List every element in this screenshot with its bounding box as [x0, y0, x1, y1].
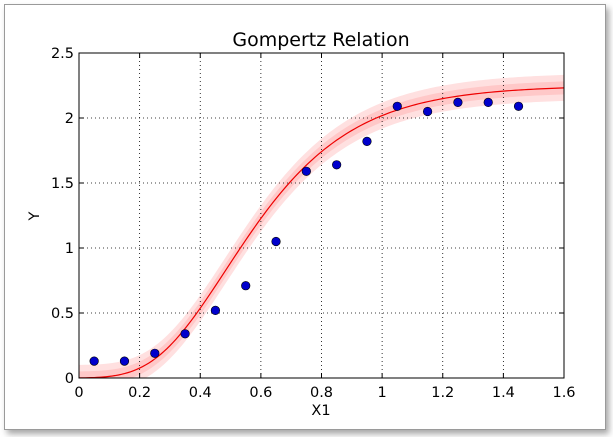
x-axis-title: X1: [311, 403, 330, 419]
x-tick-label: 0.2: [128, 385, 151, 401]
y-tick-label: 0.5: [51, 306, 74, 322]
x-tick-label: 1.4: [492, 385, 515, 401]
y-tick-label: 2.5: [51, 46, 74, 62]
y-tick-label: 1: [65, 241, 74, 257]
confidence-band: [79, 74, 564, 379]
x-tick-label: 0: [74, 385, 83, 401]
data-point: [362, 136, 372, 146]
data-point: [150, 348, 160, 358]
x-tick-label: 1.6: [552, 385, 575, 401]
data-point: [422, 106, 433, 117]
x-tick-label: 1: [378, 385, 387, 401]
fit-curve: [78, 87, 565, 379]
x-tick-label: 0.6: [249, 385, 272, 401]
y-axis-title: Y: [27, 211, 43, 221]
data-point: [271, 236, 281, 247]
tick-labels: 0 0.2 0.4 0.6 0.8 1 1.2 1.4 1.6 0 0.5 1 1.5 2 2.5: [51, 46, 576, 401]
data-point: [210, 305, 221, 316]
band-outer: [79, 74, 564, 379]
band-inner: [79, 81, 564, 379]
data-point: [483, 97, 493, 107]
y-tick-label: 1.5: [51, 176, 74, 192]
chart: Gompertz Relation 0 0.2 0.4 0.6 0.8 1 1.2 1.4 1.…: [27, 29, 576, 419]
x-tick-label: 0.8: [310, 385, 333, 401]
x-tick-label: 1.2: [431, 385, 454, 401]
data-point: [180, 329, 190, 339]
data-point: [513, 101, 524, 111]
y-tick-label: 2: [65, 111, 74, 127]
data-point: [332, 160, 342, 170]
y-tick-label: 0: [65, 371, 74, 387]
fit-line: [78, 87, 565, 379]
data-point: [89, 356, 99, 366]
data-point: [241, 281, 251, 291]
data-point: [392, 101, 402, 111]
chart-title: Gompertz Relation: [232, 29, 409, 51]
x-tick-label: 0.4: [189, 385, 212, 401]
data-points: [89, 97, 524, 366]
axis-ticks: [78, 52, 565, 379]
data-point: [119, 356, 130, 366]
grid: [79, 53, 564, 378]
data-point: [453, 97, 463, 107]
data-point: [301, 166, 311, 176]
figure-window: Gompertz Relation 0 0.2 0.4 0.6 0.8 1 1.2 1.4 1.…: [4, 4, 606, 430]
